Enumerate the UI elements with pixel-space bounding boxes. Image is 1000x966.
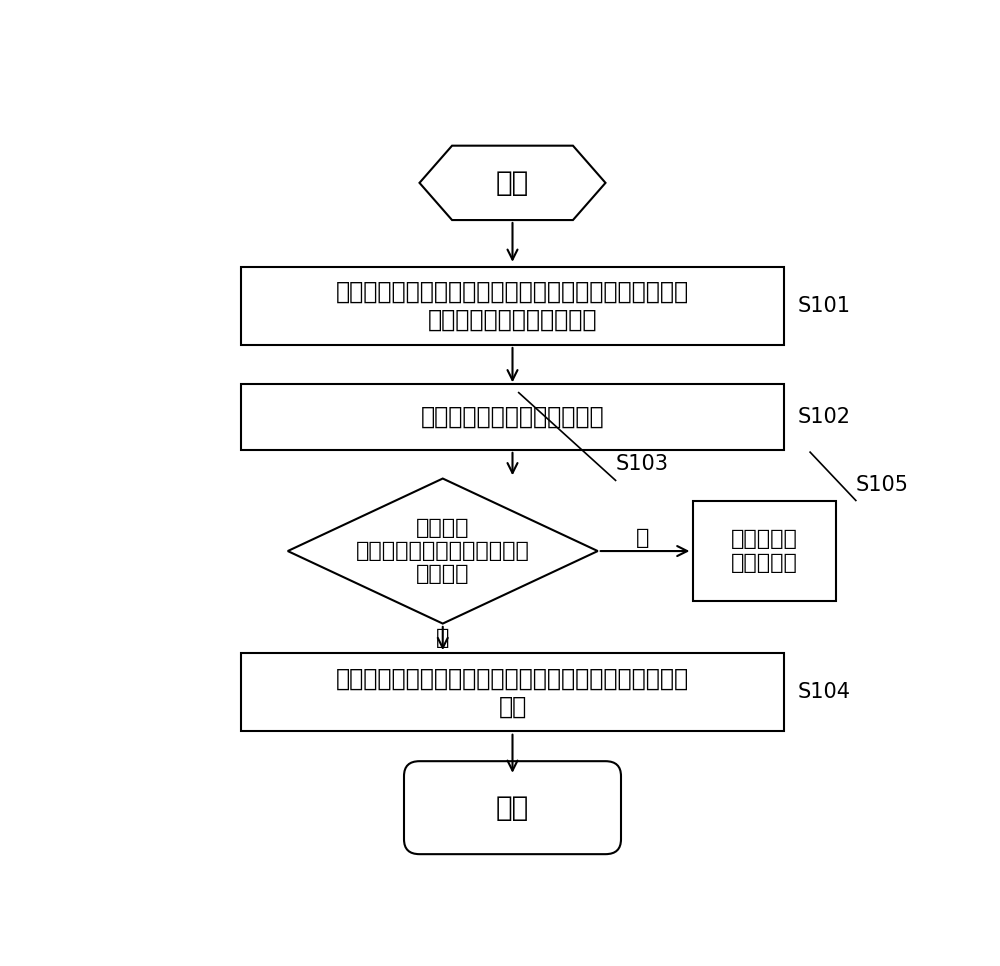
Text: S103: S103 bbox=[616, 454, 669, 474]
Text: 否: 否 bbox=[636, 528, 649, 549]
Text: 结束: 结束 bbox=[496, 794, 529, 822]
Bar bbox=[693, 500, 836, 601]
Text: 从属设备
判断解析结果中是否包括第一
特征编码: 从属设备 判断解析结果中是否包括第一 特征编码 bbox=[356, 518, 530, 584]
Bar bbox=[241, 653, 784, 731]
Text: S104: S104 bbox=[798, 682, 851, 702]
Polygon shape bbox=[288, 478, 598, 624]
Text: 从属设备忽
略第一指令: 从属设备忽 略第一指令 bbox=[731, 529, 798, 573]
FancyBboxPatch shape bbox=[404, 761, 621, 854]
Text: 主控制器通过无线通信或者电力线载波通信，以广播的形
式发送第一指令至从属设备: 主控制器通过无线通信或者电力线载波通信，以广播的形 式发送第一指令至从属设备 bbox=[336, 280, 689, 331]
Text: 从属设备对第一指令进行解析: 从属设备对第一指令进行解析 bbox=[421, 405, 604, 429]
Text: 是: 是 bbox=[436, 628, 449, 648]
Text: 开始: 开始 bbox=[496, 169, 529, 197]
Bar bbox=[241, 384, 784, 450]
Text: S101: S101 bbox=[798, 296, 851, 316]
Text: S105: S105 bbox=[856, 474, 909, 495]
Polygon shape bbox=[420, 146, 606, 220]
Bar bbox=[241, 267, 784, 345]
Text: S102: S102 bbox=[798, 407, 851, 427]
Text: 从属设备执行第一指令，以实现对于相应电源设备的运行
控制: 从属设备执行第一指令，以实现对于相应电源设备的运行 控制 bbox=[336, 667, 689, 719]
